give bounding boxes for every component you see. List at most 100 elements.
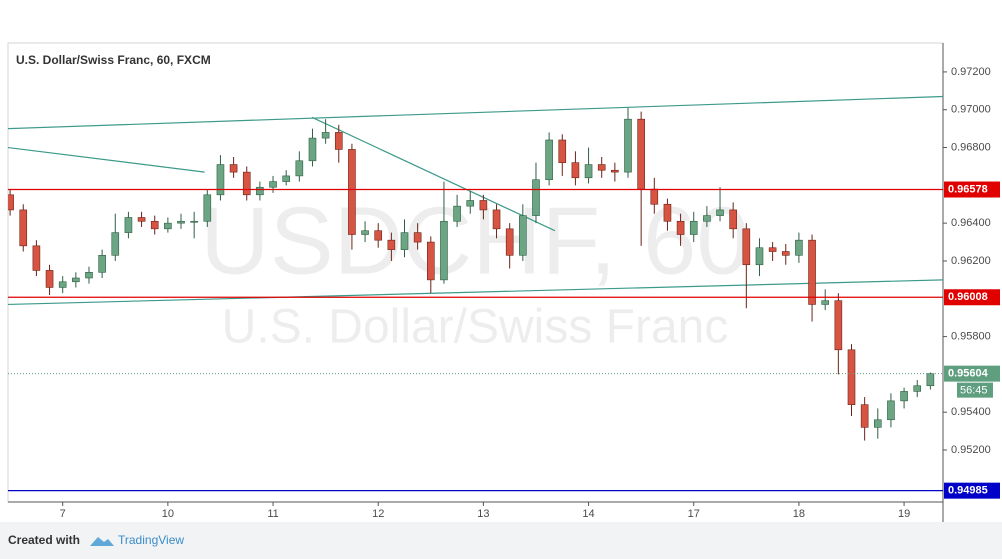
countdown: 56:45 [960, 385, 988, 397]
candle-body [663, 203, 672, 222]
candle-body [111, 232, 120, 256]
candle-body [637, 118, 645, 190]
candle-body [926, 373, 935, 387]
x-tick-label: 7 [60, 508, 66, 520]
candle-body [374, 230, 383, 241]
x-tick-label: 12 [372, 508, 384, 520]
candle-body [808, 239, 816, 305]
footer-created: Created with [8, 533, 80, 547]
candle-body [216, 164, 225, 196]
candle-body [584, 164, 593, 179]
candle-body [242, 171, 251, 196]
level-label: 0.96578 [948, 183, 988, 195]
watermark-subtitle: U.S. Dollar/Swiss Franc [222, 301, 729, 354]
candle-body [873, 419, 882, 428]
level-badge [944, 482, 1000, 499]
candle-body [887, 400, 895, 421]
x-tick-label: 10 [162, 508, 174, 520]
trend-line [8, 95, 943, 130]
y-tick-label: 0.96800 [951, 141, 991, 153]
candle-body [545, 139, 553, 180]
candle-body [768, 247, 777, 252]
candle-body [834, 300, 843, 351]
candle-body [466, 200, 475, 207]
candle-body [847, 349, 856, 405]
candle-body [387, 239, 396, 250]
candle-body [32, 245, 41, 271]
level-badge [944, 181, 1000, 198]
x-tick-label: 13 [477, 508, 489, 520]
y-tick-label: 0.97000 [951, 104, 991, 116]
candle-body [361, 230, 369, 235]
x-tick-label: 19 [898, 508, 910, 520]
chart-title: U.S. Dollar/Swiss Franc, 60, FXCM [16, 53, 211, 67]
candle-body [611, 169, 619, 173]
candle-body [650, 188, 659, 205]
candle-body [229, 164, 238, 173]
candle-body [689, 220, 698, 235]
candle-body [8, 194, 14, 211]
candle-body [177, 220, 185, 224]
candle-body [453, 205, 461, 222]
candle-body [85, 272, 93, 279]
candle-body [624, 118, 632, 173]
level-label: 0.96008 [948, 291, 988, 303]
candle-body [321, 132, 330, 139]
candle-body [781, 251, 790, 256]
trend-line [311, 116, 556, 232]
candle-body [427, 241, 435, 281]
x-tick-label: 17 [688, 508, 700, 520]
candle-body [532, 179, 540, 216]
level-badge [944, 365, 1000, 382]
candle-body [19, 209, 28, 247]
footer-brand[interactable]: TradingView [118, 533, 184, 547]
y-tick-label: 0.95200 [951, 444, 991, 456]
candle-body [58, 281, 67, 288]
candle-body [913, 385, 922, 392]
candle-body [124, 217, 133, 233]
candle-body [98, 254, 106, 273]
candle-body [900, 391, 908, 402]
candle-body [334, 132, 343, 150]
candle-body [190, 220, 198, 223]
y-tick-label: 0.95400 [951, 406, 991, 418]
candle-body [256, 186, 264, 196]
y-tick-label: 0.97200 [951, 66, 991, 78]
candle-body [440, 220, 448, 281]
candle-body [150, 220, 159, 230]
candle-body [492, 209, 501, 230]
level-badge [944, 289, 1000, 306]
candle-body [519, 215, 527, 256]
candle-body [164, 222, 172, 230]
candle-body [413, 232, 422, 243]
candle-body [72, 277, 80, 283]
candle-body [703, 215, 711, 222]
candle-body [295, 160, 304, 177]
y-tick-label: 0.95800 [951, 330, 991, 342]
watermark: USDCHF, 60 [200, 187, 749, 294]
candle-body [676, 220, 685, 235]
candle-body [203, 194, 212, 222]
candle-body [400, 232, 409, 250]
candle-body [558, 139, 567, 163]
x-tick-label: 18 [793, 508, 805, 520]
y-tick-label: 0.96200 [951, 255, 991, 267]
candle-body [137, 217, 146, 222]
tradingview-logo [90, 537, 114, 546]
candle-body [308, 137, 317, 162]
plot-frame [7, 42, 944, 503]
candle-body [45, 270, 54, 288]
candle-body [282, 175, 290, 182]
candle-body [716, 209, 724, 216]
candle-body [729, 209, 737, 230]
level-label: 0.95604 [948, 368, 989, 380]
level-label: 0.94985 [948, 485, 988, 497]
footer-bar [0, 522, 1002, 559]
candle-body [755, 247, 764, 266]
trend-line [8, 146, 205, 173]
candle-body [795, 239, 803, 256]
candle-body [348, 149, 356, 235]
x-tick-label: 11 [267, 508, 278, 520]
candle-body [571, 162, 580, 179]
candle-body [505, 228, 514, 256]
